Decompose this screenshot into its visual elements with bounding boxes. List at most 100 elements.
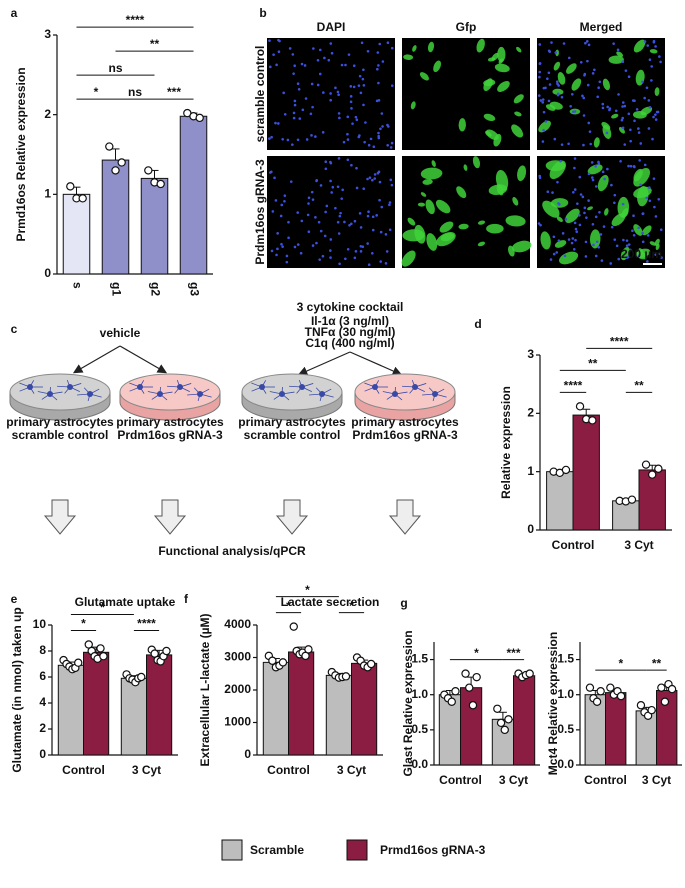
y-tick-label: 1.0 <box>411 687 428 701</box>
bar <box>605 692 627 766</box>
y-tick-label: 3 <box>44 27 51 41</box>
gfp-cell <box>511 124 524 138</box>
dapi-nucleus <box>641 231 644 235</box>
gfp-cell <box>640 106 653 116</box>
panel-letter: b <box>259 6 266 20</box>
x-tick-label: g3 <box>187 282 201 296</box>
dapi-nucleus <box>347 53 351 56</box>
dapi-nucleus <box>350 222 353 226</box>
dapi-nucleus <box>610 183 613 187</box>
dapi-nucleus <box>390 183 394 187</box>
gfp-cell <box>516 46 522 53</box>
dapi-nucleus <box>355 166 358 170</box>
dapi-nucleus <box>546 190 550 194</box>
dapi-nucleus <box>621 101 625 104</box>
dapi-nucleus <box>549 258 553 261</box>
dapi-nucleus <box>592 243 595 247</box>
dapi-nucleus <box>337 93 340 97</box>
dapi-nucleus <box>292 72 295 75</box>
dapi-nucleus <box>560 95 564 99</box>
data-point <box>660 697 670 706</box>
dapi-nucleus <box>327 58 331 62</box>
data-point <box>500 725 509 735</box>
data-point <box>278 658 288 667</box>
gfp-cell <box>633 167 651 187</box>
gfp-cell <box>654 87 660 97</box>
dapi-nucleus <box>574 227 578 231</box>
y-tick-label: 0 <box>527 522 534 536</box>
gfp-cell <box>477 220 486 225</box>
panel-letter: f <box>184 592 189 606</box>
dapi-nucleus <box>541 98 545 101</box>
column-header: Gfp <box>456 20 477 34</box>
dapi-nucleus <box>359 250 363 253</box>
dapi-nucleus <box>367 210 370 214</box>
dapi-nucleus <box>390 84 394 87</box>
dapi-nucleus <box>648 186 651 189</box>
y-tick-label: 1.5 <box>557 652 574 666</box>
dapi-nucleus <box>318 72 322 76</box>
dapi-nucleus <box>579 193 583 196</box>
dapi-nucleus <box>346 138 350 141</box>
gfp-cell <box>431 160 436 167</box>
y-tick-label: 3000 <box>224 650 251 664</box>
dapi-nucleus <box>315 241 318 245</box>
dapi-nucleus <box>375 99 379 103</box>
dapi-nucleus <box>357 84 361 87</box>
dapi-nucleus <box>389 146 393 149</box>
dapi-nucleus <box>600 259 604 262</box>
gfp-cell <box>494 63 510 73</box>
dapi-nucleus <box>293 245 297 249</box>
data-point <box>117 158 126 167</box>
dapi-nucleus <box>311 105 314 109</box>
dapi-nucleus <box>358 134 361 137</box>
dapi-nucleus <box>639 142 643 145</box>
dapi-nucleus <box>324 210 327 214</box>
dapi-nucleus <box>274 199 278 202</box>
dapi-nucleus <box>627 75 631 79</box>
gfp-cell <box>633 224 643 236</box>
dapi-nucleus <box>379 127 382 131</box>
dapi-nucleus <box>344 257 347 261</box>
dapi-nucleus <box>353 256 357 260</box>
dapi-nucleus <box>567 238 571 241</box>
significance-label: * <box>618 656 623 670</box>
dapi-nucleus <box>319 184 323 187</box>
dapi-nucleus <box>337 112 341 115</box>
data-point <box>641 460 651 469</box>
dapi-nucleus <box>622 238 625 242</box>
dapi-nucleus <box>544 120 548 123</box>
dapi-nucleus <box>591 72 595 75</box>
dapi-nucleus <box>329 256 332 259</box>
dapi-nucleus <box>650 65 654 68</box>
dapi-nucleus <box>274 121 277 125</box>
dapi-nucleus <box>651 137 654 141</box>
dapi-nucleus <box>366 49 370 53</box>
dapi-nucleus <box>368 176 372 179</box>
dapi-nucleus <box>283 112 287 116</box>
dapi-nucleus <box>573 221 577 225</box>
dapi-nucleus <box>300 219 304 223</box>
y-axis-label: Prmd16os Relative expression <box>14 67 28 241</box>
dapi-nucleus <box>654 45 657 48</box>
dapi-nucleus <box>617 93 620 96</box>
dapi-nucleus <box>652 177 656 180</box>
dapi-nucleus <box>556 82 559 86</box>
dapi-nucleus <box>617 257 621 261</box>
dapi-nucleus <box>633 99 636 103</box>
column-header: Merged <box>580 20 623 34</box>
gfp-cell <box>611 213 626 227</box>
dapi-nucleus <box>352 85 356 89</box>
dapi-nucleus <box>552 252 556 256</box>
dapi-nucleus <box>379 260 383 263</box>
dapi-nucleus <box>329 238 333 241</box>
dapi-nucleus <box>550 41 553 44</box>
dapi-nucleus <box>560 143 564 146</box>
data-point <box>447 697 456 706</box>
dapi-nucleus <box>583 206 587 210</box>
gfp-cell <box>505 215 526 227</box>
dapi-nucleus <box>555 251 559 254</box>
dapi-nucleus <box>277 122 280 125</box>
bar <box>62 193 91 275</box>
dapi-nucleus <box>599 233 603 236</box>
